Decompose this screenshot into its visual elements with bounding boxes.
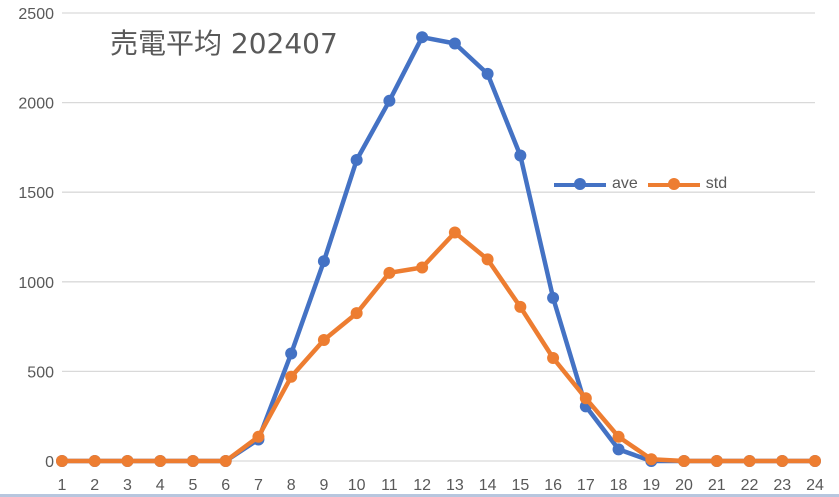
data-point-ave (547, 291, 560, 304)
x-tick-label: 7 (254, 477, 263, 494)
data-point-std (645, 453, 658, 466)
gridlines (62, 12, 815, 462)
data-point-std (350, 307, 363, 320)
legend: ave std (554, 175, 727, 193)
legend-item-std: std (647, 175, 728, 193)
legend-label-std: std (705, 175, 728, 192)
x-tick-label: 10 (348, 477, 366, 494)
data-point-std (612, 430, 625, 443)
data-point-std (579, 392, 592, 405)
data-point-std (678, 455, 691, 467)
data-point-std (448, 226, 461, 239)
x-axis-ticks: 1 2 3 4 5 6 7 8 9 10 11 12 13 14 15 16 17 18 19 20 21 22 23 24 (58, 477, 824, 494)
x-tick-label: 21 (708, 477, 726, 494)
data-point-std (514, 300, 527, 313)
data-point-ave (285, 347, 298, 360)
y-axis-ticks: 0 500 1000 1500 2000 2500 (18, 6, 54, 471)
y-tick-label: 500 (27, 364, 54, 381)
data-point-std (481, 253, 494, 266)
data-point-ave (514, 149, 527, 162)
x-tick-label: 24 (806, 477, 824, 494)
data-point-ave (317, 255, 330, 268)
data-point-std (186, 455, 199, 467)
chart-title: 売電平均 202407 (110, 27, 338, 60)
x-tick-label: 14 (479, 477, 497, 494)
data-point-std (219, 455, 232, 467)
legend-dot-std (667, 178, 680, 190)
data-point-std (743, 455, 756, 467)
data-point-ave (481, 67, 494, 80)
x-tick-label: 16 (544, 477, 562, 494)
data-point-std (547, 351, 560, 364)
y-tick-label: 1500 (18, 185, 54, 202)
data-point-std (56, 455, 68, 467)
data-point-std (809, 455, 821, 467)
series-lines (56, 31, 821, 467)
legend-marker-std-icon (647, 178, 700, 190)
x-tick-label: 22 (741, 477, 759, 494)
x-tick-label: 6 (221, 477, 230, 494)
legend-dot-ave (574, 178, 586, 190)
data-point-ave (350, 153, 363, 166)
x-tick-label: 19 (642, 477, 660, 494)
x-tick-label: 18 (610, 477, 628, 494)
data-point-ave (416, 31, 429, 44)
x-tick-label: 4 (156, 477, 165, 494)
x-tick-label: 15 (511, 477, 529, 494)
x-tick-label: 13 (446, 477, 464, 494)
x-tick-label: 20 (675, 477, 693, 494)
data-point-std (383, 266, 396, 279)
legend-label-ave: ave (612, 175, 638, 192)
data-point-ave (448, 37, 461, 50)
data-point-std (416, 261, 429, 274)
data-point-std (776, 455, 789, 467)
data-point-std (154, 455, 167, 467)
legend-marker-ave-icon (554, 178, 606, 190)
x-tick-label: 2 (90, 477, 99, 494)
x-tick-label: 5 (189, 477, 198, 494)
y-tick-label: 0 (45, 454, 54, 471)
data-point-std (88, 455, 101, 467)
x-tick-label: 3 (123, 477, 132, 494)
x-tick-label: 23 (773, 477, 791, 494)
data-point-std (252, 430, 265, 443)
data-point-std (121, 455, 134, 467)
x-tick-label: 1 (58, 477, 67, 494)
legend-item-ave: ave (554, 175, 638, 193)
x-tick-label: 11 (381, 477, 398, 494)
data-point-ave (612, 443, 625, 456)
data-point-std (285, 370, 298, 383)
series-std (56, 226, 821, 467)
x-tick-label: 17 (577, 477, 595, 494)
data-point-std (710, 455, 723, 467)
y-tick-label: 2000 (18, 96, 54, 113)
y-tick-label: 2500 (18, 6, 54, 23)
data-point-std (317, 334, 330, 347)
x-tick-label: 8 (287, 477, 296, 494)
x-tick-label: 12 (413, 477, 431, 494)
bottom-border (0, 494, 839, 497)
x-tick-label: 9 (319, 477, 328, 494)
y-tick-label: 1000 (18, 275, 54, 292)
data-point-ave (383, 94, 396, 107)
series-line-std (62, 230, 815, 464)
